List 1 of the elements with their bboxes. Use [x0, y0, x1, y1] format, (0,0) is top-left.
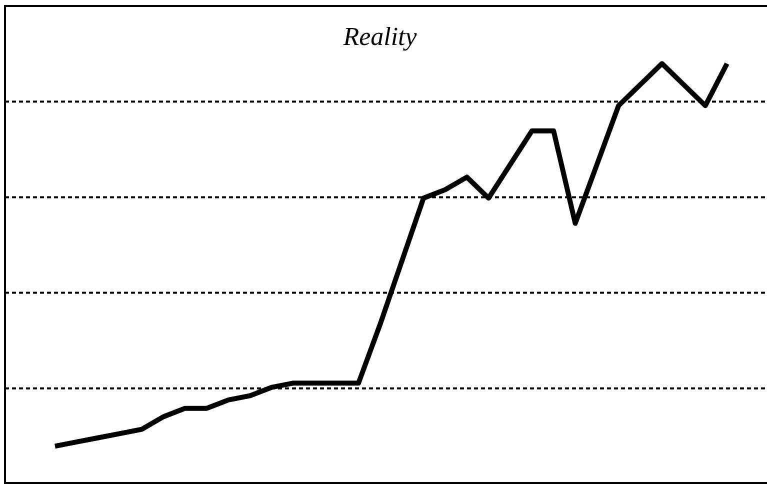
chart-title: Reality	[342, 22, 418, 51]
